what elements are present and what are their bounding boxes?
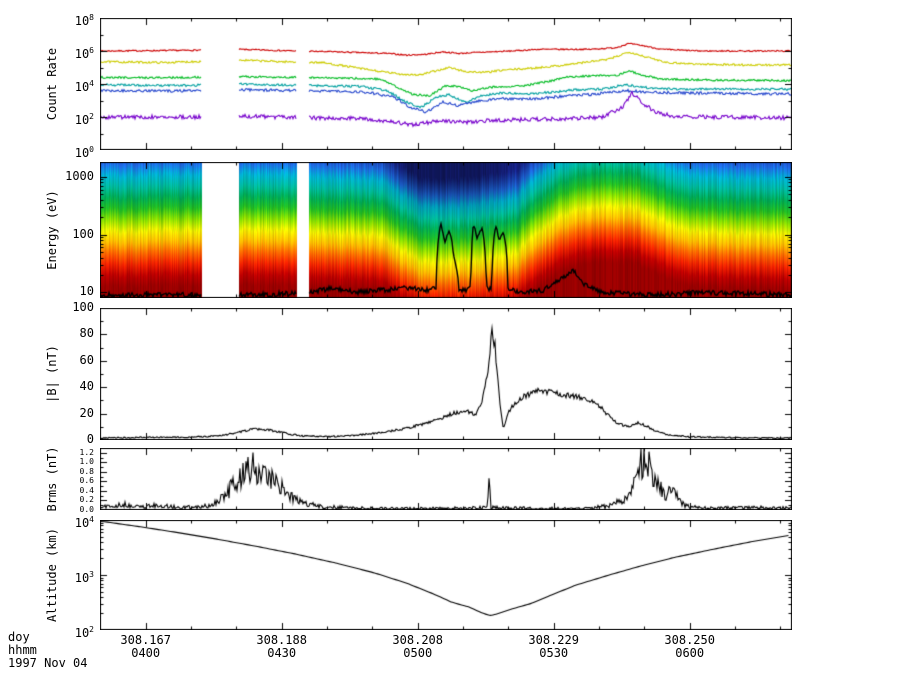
y-axis-title-brms: Brms (nT)	[45, 446, 59, 512]
x-tick-hhmm-label: 0500	[403, 646, 433, 660]
y-tick-label-bmag: 40	[79, 379, 94, 394]
x-tick-hhmm-label: 0530	[539, 646, 569, 660]
y-tick-label-altitude: 104	[74, 515, 94, 530]
y-tick-label-brms: 0.0	[79, 505, 94, 514]
y-tick-label-count-rate: 100	[74, 145, 94, 160]
y-axis-title-energy-spectrogram: Energy (eV)	[45, 190, 59, 270]
y-tick-label-brms: 0.2	[79, 495, 94, 505]
bmag-plot-canvas	[100, 308, 792, 440]
y-tick-label-energy-spectrogram: 100	[72, 226, 94, 241]
y-tick-label-bmag: 60	[79, 352, 94, 367]
y-tick-label-brms: 0.4	[79, 485, 94, 495]
x-tick-doy-label: 308.188	[256, 633, 307, 647]
x-tick-doy-label: 308.167	[120, 633, 171, 647]
count-rate-plot-canvas	[100, 18, 792, 150]
y-axis-title-count-rate: Count Rate	[45, 47, 59, 121]
hhmm-axis-label: hhmm	[8, 643, 37, 657]
x-tick-doy-label: 308.208	[392, 633, 443, 647]
brms-plot-canvas	[100, 448, 792, 510]
x-tick-doy-label: 308.229	[528, 633, 579, 647]
x-tick-hhmm-label: 0430	[267, 646, 297, 660]
y-tick-label-count-rate: 104	[74, 79, 94, 94]
y-tick-label-altitude: 103	[74, 570, 94, 585]
y-tick-label-bmag: 0	[86, 432, 94, 446]
x-tick-hhmm-label: 0600	[675, 646, 705, 660]
energy-spectrogram-canvas	[100, 162, 792, 298]
panel-bmag	[100, 308, 792, 440]
y-axis-title-altitude: Altitude (km)	[45, 528, 59, 622]
y-tick-label-brms: 0.8	[79, 466, 94, 476]
y-tick-label-count-rate: 102	[74, 112, 94, 127]
y-tick-label-brms: 1.0	[79, 457, 94, 467]
y-tick-label-brms: 1.2	[79, 447, 94, 457]
y-tick-label-count-rate: 108	[74, 13, 94, 28]
y-tick-label-energy-spectrogram: 1000	[65, 168, 94, 183]
altitude-plot-canvas	[100, 520, 792, 630]
y-tick-label-bmag: 20	[79, 405, 94, 420]
panel-energy-spectrogram	[100, 162, 792, 298]
y-tick-label-count-rate: 106	[74, 46, 94, 61]
doy-axis-label: doy	[8, 630, 30, 644]
panel-count-rate	[100, 18, 792, 150]
panel-altitude	[100, 520, 792, 630]
y-tick-label-bmag: 80	[79, 326, 94, 341]
date-label: 1997 Nov 04	[8, 656, 88, 670]
y-tick-label-altitude: 102	[74, 625, 94, 640]
y-axis-title-bmag: |B| (nT)	[45, 345, 59, 403]
panel-brms	[100, 448, 792, 510]
y-tick-label-energy-spectrogram: 10	[79, 284, 94, 299]
y-tick-label-brms: 0.6	[79, 476, 94, 486]
y-tick-label-bmag: 100	[72, 300, 94, 314]
x-tick-hhmm-label: 0400	[131, 646, 161, 660]
x-tick-doy-label: 308.250	[664, 633, 715, 647]
